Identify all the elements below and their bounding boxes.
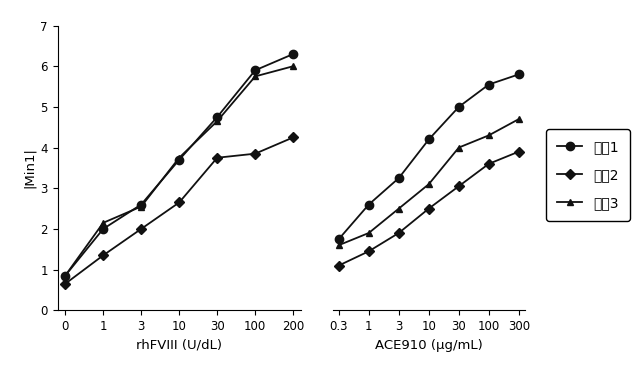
試蕠3 [99,220,107,225]
試蕠1 [175,158,183,162]
試蕠2 [138,227,145,231]
試蕠2 [425,206,433,211]
試蕠3 [515,117,523,121]
試蕠1 [365,202,372,207]
試蕠1 [515,72,523,77]
試蕠1 [335,237,342,241]
試蕠3 [138,204,145,209]
Line: 試蕠3: 試蕠3 [335,116,522,249]
試蕠2 [175,200,183,205]
試蕠2 [335,263,342,268]
試蕠1 [61,273,69,278]
試蕠1 [138,202,145,207]
試蕠2 [61,282,69,286]
Line: 試蕠2: 試蕠2 [335,148,522,269]
試蕠3 [289,64,297,68]
Line: 試蕠1: 試蕠1 [61,50,298,280]
試蕠1 [289,52,297,56]
試蕠1 [425,137,433,142]
試蕠2 [213,155,221,160]
試蕠2 [365,249,372,253]
試蕠2 [289,135,297,139]
Legend: 試蕠1, 試蕠2, 試蕠3: 試蕠1, 試蕠2, 試蕠3 [546,129,630,221]
試蕠2 [252,151,259,156]
Line: 試蕠3: 試蕠3 [61,63,297,279]
試蕠3 [61,273,69,278]
試蕠1 [213,115,221,119]
Line: 試蕠1: 試蕠1 [335,70,523,243]
試蕠2 [395,231,403,235]
試蕠1 [455,105,463,109]
試蕠3 [175,155,183,160]
試蕠3 [485,133,493,138]
試蕠3 [455,145,463,150]
試蕠3 [365,231,372,235]
試蕠1 [395,176,403,180]
試蕠2 [99,253,107,258]
Y-axis label: |Min1|: |Min1| [23,147,36,188]
試蕠1 [99,227,107,231]
試蕠3 [213,119,221,123]
試蕠3 [425,182,433,187]
試蕠3 [252,74,259,78]
試蕠1 [252,68,259,73]
試蕠2 [515,149,523,154]
試蕠2 [485,162,493,166]
試蕠1 [485,82,493,87]
試蕠2 [455,184,463,188]
試蕠3 [395,206,403,211]
試蕠3 [335,243,342,247]
X-axis label: ACE910 (μg/mL): ACE910 (μg/mL) [375,338,483,351]
X-axis label: rhFVIII (U/dL): rhFVIII (U/dL) [136,338,222,351]
Line: 試蕠2: 試蕠2 [61,134,297,287]
